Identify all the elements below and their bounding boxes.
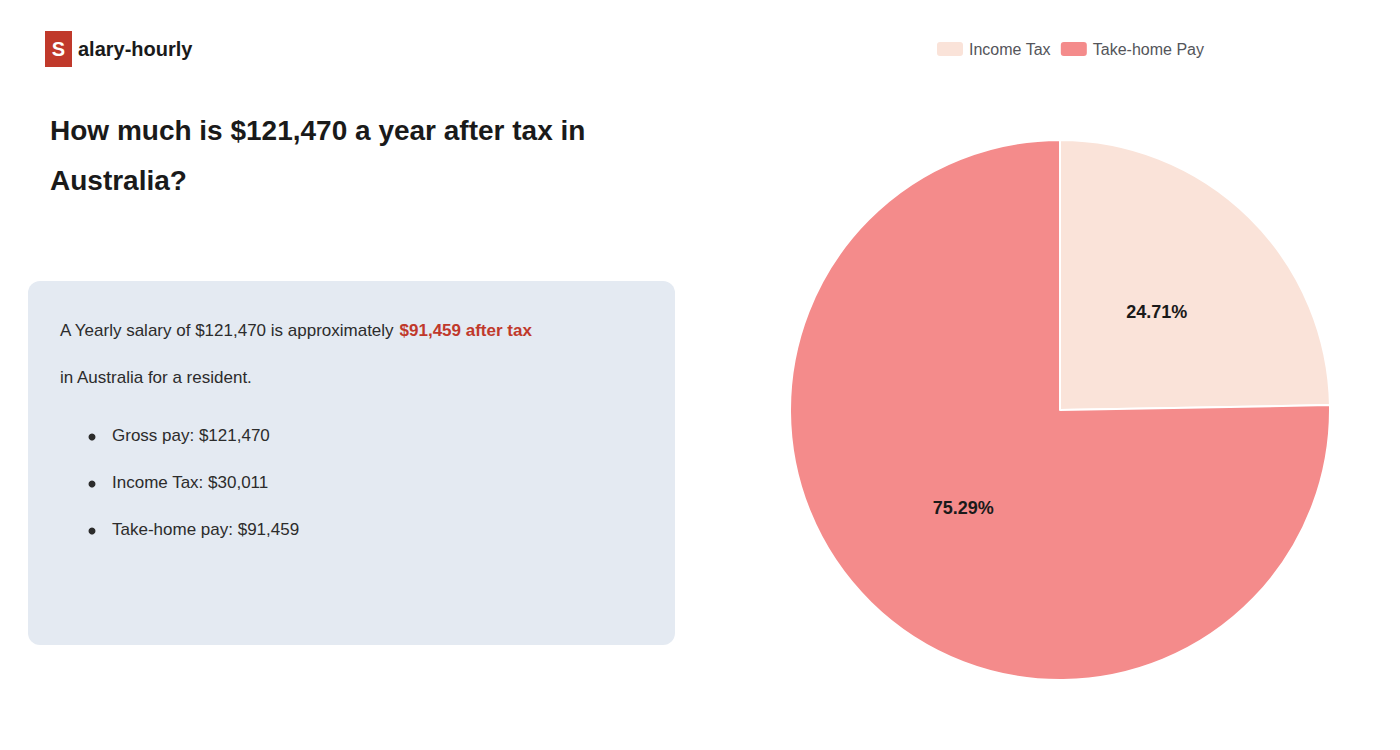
svg-text:How much is $121,470 a year af: How much is $121,470 a year after tax in <box>50 115 585 146</box>
svg-text:alary-hourly: alary-hourly <box>78 38 193 60</box>
svg-text:Australia?: Australia? <box>50 165 187 196</box>
svg-text:$91,459 after tax: $91,459 after tax <box>400 321 533 340</box>
svg-text:Income Tax: $30,011: Income Tax: $30,011 <box>112 473 268 492</box>
svg-text:A Yearly salary of $121,470 is: A Yearly salary of $121,470 is approxima… <box>60 321 398 340</box>
svg-text:24.71%: 24.71% <box>1126 302 1187 322</box>
svg-text:in Australia for a resident.: in Australia for a resident. <box>60 368 252 387</box>
svg-text:Take-home Pay: Take-home Pay <box>1093 41 1204 58</box>
svg-text:S: S <box>52 38 65 60</box>
svg-text:75.29%: 75.29% <box>933 498 994 518</box>
svg-text:Gross pay: $121,470: Gross pay: $121,470 <box>112 426 270 445</box>
svg-text:Take-home pay: $91,459: Take-home pay: $91,459 <box>112 520 299 539</box>
svg-text:Income Tax: Income Tax <box>969 41 1051 58</box>
